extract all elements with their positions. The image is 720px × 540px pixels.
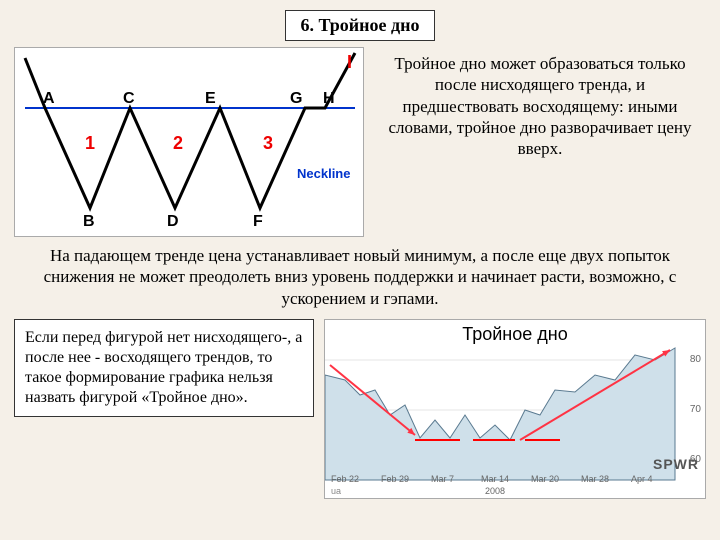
- price-chart: Тройное дно SPWR ua 807060Feb 22Feb 29Ma…: [324, 319, 706, 499]
- x-tick: Feb 22: [331, 474, 359, 484]
- y-tick: 70: [690, 404, 701, 415]
- x-tick: Feb 29: [381, 474, 409, 484]
- chart-watermark: ua: [331, 486, 341, 496]
- trough-label-b: B: [83, 213, 95, 231]
- peak-label-i: I: [347, 52, 352, 73]
- peak-label-g: G: [290, 90, 302, 108]
- year-label: 2008: [485, 486, 505, 496]
- middle-text: На падающем тренде цена устанавливает но…: [14, 245, 706, 309]
- x-tick: Apr 4: [631, 474, 653, 484]
- peak-label-h: H: [323, 90, 335, 108]
- x-tick: Mar 28: [581, 474, 609, 484]
- chart-title: Тройное дно: [325, 324, 705, 345]
- pattern-diagram: A C E G H B D F 1 2 3 I Neckline: [14, 47, 364, 237]
- x-tick: Mar 7: [431, 474, 454, 484]
- section-number-1: 1: [85, 133, 95, 154]
- note-box: Если перед фигурой нет нисходящего-, а п…: [14, 319, 314, 417]
- chart-svg: [325, 320, 705, 499]
- page-title: 6. Тройное дно: [285, 10, 434, 41]
- y-tick: 80: [690, 354, 701, 365]
- trough-label-d: D: [167, 213, 179, 231]
- intro-text: Тройное дно может образоваться только по…: [374, 47, 706, 237]
- section-number-3: 3: [263, 133, 273, 154]
- pattern-svg: [15, 48, 365, 238]
- section-number-2: 2: [173, 133, 183, 154]
- x-tick: Mar 20: [531, 474, 559, 484]
- y-tick: 60: [690, 454, 701, 465]
- peak-label-a: A: [43, 90, 55, 108]
- neckline-label: Neckline: [297, 166, 350, 181]
- x-tick: Mar 14: [481, 474, 509, 484]
- peak-label-c: C: [123, 90, 135, 108]
- peak-label-e: E: [205, 90, 216, 108]
- trough-label-f: F: [253, 213, 263, 231]
